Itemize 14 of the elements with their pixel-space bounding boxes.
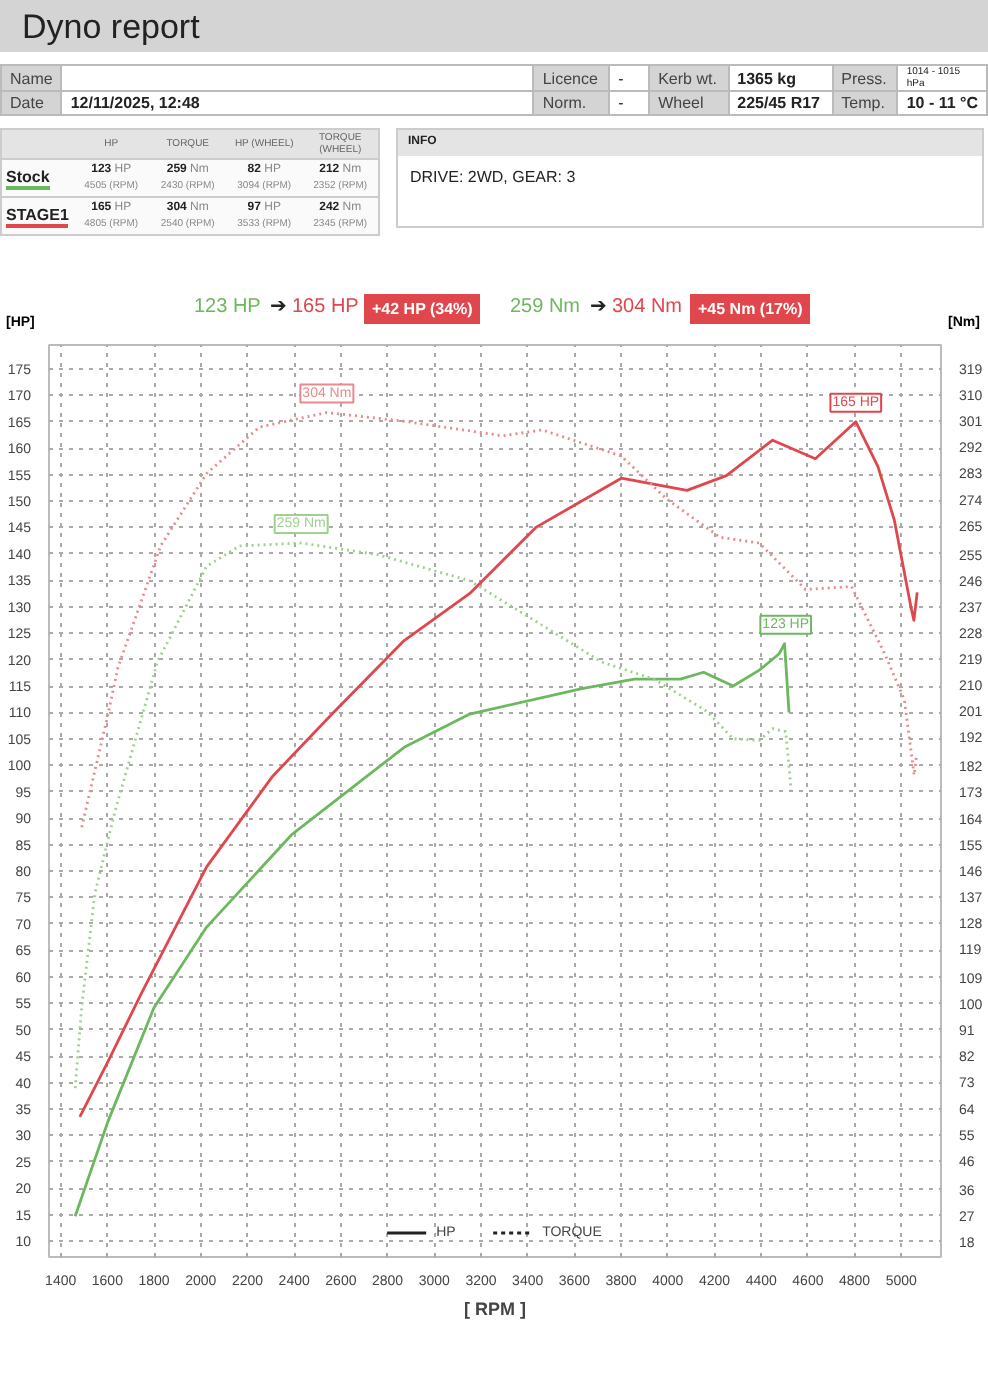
- line-series: [78, 420, 919, 1119]
- text: +42 HP (34%): [364, 294, 481, 325]
- text: 259 Nm: [510, 294, 581, 322]
- text: 304 Nm: [612, 294, 683, 322]
- text: 123 HP: [194, 294, 261, 322]
- text: 165 HP: [292, 294, 359, 322]
- line-series: [80, 411, 918, 829]
- x-axis-title: [ RPM ]: [464, 1299, 527, 1319]
- text: ➔: [590, 294, 606, 322]
- text: ➔: [270, 294, 286, 322]
- text: +45 Nm (17%): [690, 294, 811, 325]
- title-bar: Dyno report: [0, 0, 988, 52]
- line-series: [73, 541, 793, 1090]
- line-series: [73, 642, 791, 1218]
